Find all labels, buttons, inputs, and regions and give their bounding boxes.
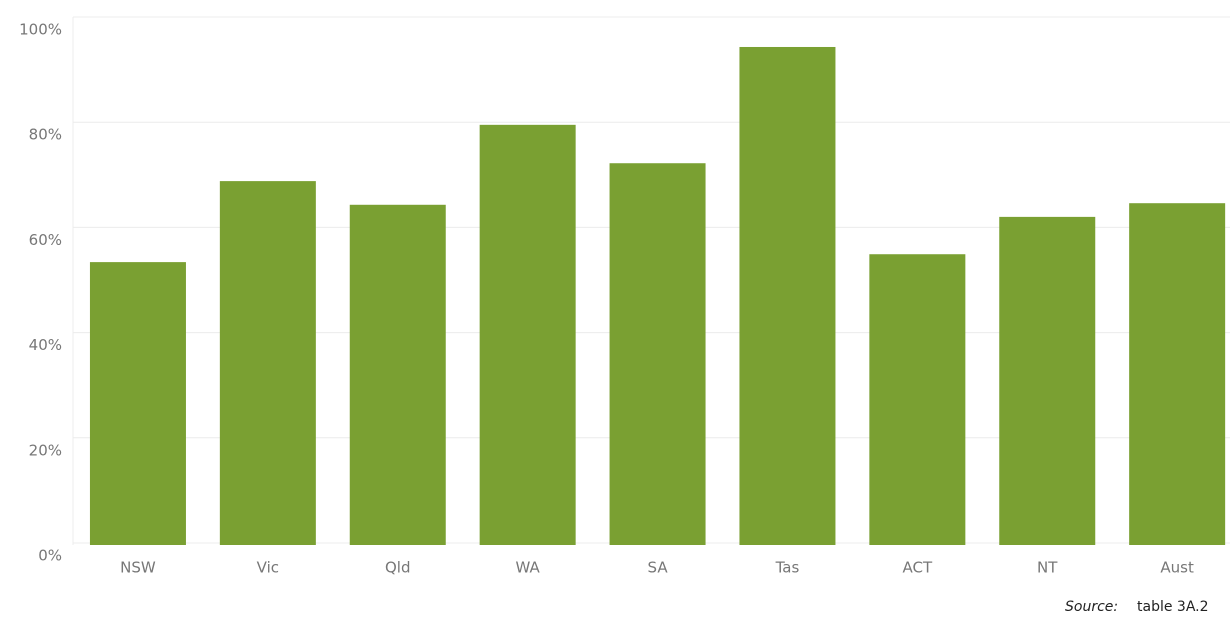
y-tick-label: 100% bbox=[19, 21, 62, 39]
x-tick-label: ACT bbox=[903, 559, 933, 577]
x-tick-label: NSW bbox=[120, 559, 156, 577]
y-tick-label: 40% bbox=[29, 336, 62, 354]
y-tick-label: 60% bbox=[29, 231, 62, 249]
bar bbox=[999, 216, 1096, 545]
bar bbox=[349, 204, 446, 546]
y-tick-label: 20% bbox=[29, 441, 62, 459]
y-tick-label: 0% bbox=[38, 547, 62, 565]
x-tick-label: WA bbox=[516, 559, 541, 577]
bar bbox=[609, 163, 706, 545]
bar bbox=[739, 46, 836, 546]
bar bbox=[1129, 203, 1226, 546]
y-tick-label: 80% bbox=[29, 126, 62, 144]
x-tick-label: Aust bbox=[1160, 559, 1194, 577]
x-tick-label: Vic bbox=[257, 559, 279, 577]
bar bbox=[869, 254, 966, 545]
source-label: Source: bbox=[1065, 599, 1118, 615]
x-tick-label: Qld bbox=[385, 559, 411, 577]
bar bbox=[89, 262, 186, 545]
source: table 3A.2 bbox=[1137, 599, 1209, 615]
x-tick-label: NT bbox=[1037, 559, 1058, 577]
x-tick-label: Tas bbox=[775, 559, 800, 577]
x-tick-label: SA bbox=[648, 559, 669, 577]
bar bbox=[479, 124, 576, 545]
bar bbox=[219, 181, 316, 545]
